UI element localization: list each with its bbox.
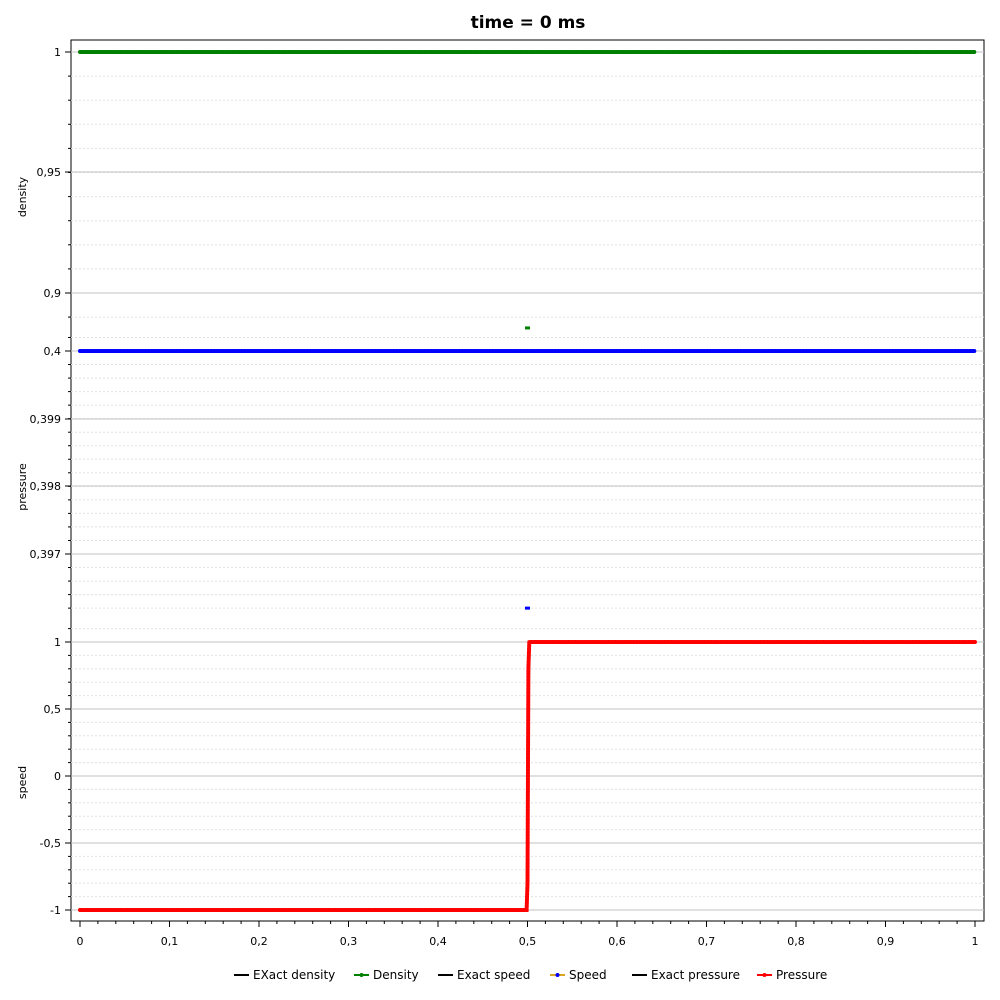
y-tick-label: 0,397: [30, 548, 62, 561]
legend-label: Exact speed: [457, 968, 530, 982]
x-tick-label: 1: [972, 935, 979, 948]
y-axis-label: speed: [16, 766, 29, 799]
y-tick-label: 1: [54, 636, 61, 649]
series-outlier-point: [525, 606, 530, 610]
y-axis-label: density: [16, 176, 29, 217]
x-tick-label: 0,5: [519, 935, 537, 948]
y-tick-label: 0,399: [30, 413, 62, 426]
y-tick-label: 0,398: [30, 480, 62, 493]
series-markers: [78, 640, 977, 912]
plot-area: 1 0,95 0,9 density 0,4 0,399 0,398 0,397 pressur…: [16, 39, 985, 948]
y-tick-label: -0,5: [40, 837, 61, 850]
y-tick-label: 0,5: [44, 703, 62, 716]
x-tick-label: 0,8: [787, 935, 805, 948]
legend: EXact density Density Exact speed Speed Exac…: [234, 968, 827, 982]
y-axis-label: pressure: [16, 463, 29, 511]
x-tick-label: 0,1: [161, 935, 179, 948]
legend-marker: [762, 973, 767, 977]
legend-label: Exact pressure: [651, 968, 740, 982]
series-point: [526, 667, 531, 671]
x-tick-label: 0,4: [429, 935, 447, 948]
legend-label: Speed: [569, 968, 607, 982]
legend-label: EXact density: [253, 968, 335, 982]
x-tick-label: 0,9: [877, 935, 895, 948]
y-tick-label: 1: [54, 46, 61, 59]
x-tick-label: 0,7: [698, 935, 716, 948]
y-tick-label: 0,9: [44, 287, 62, 300]
x-tick-label: 0,3: [340, 935, 358, 948]
x-tick-label: 0,2: [250, 935, 268, 948]
chart-title: time = 0 ms: [471, 13, 586, 33]
x-tick-label: 0: [77, 935, 84, 948]
y-tick-label: -1: [50, 904, 61, 917]
legend-label: Density: [373, 968, 419, 982]
x-tick-label: 0,6: [608, 935, 626, 948]
series-point: [525, 881, 530, 885]
y-tick-label: 0,95: [37, 166, 62, 179]
y-tick-label: 0,4: [44, 345, 62, 358]
legend-marker: [359, 973, 364, 977]
legend-label: Pressure: [776, 968, 827, 982]
legend-marker: [555, 973, 560, 977]
series-outlier-point: [525, 326, 530, 330]
y-tick-label: 0: [54, 770, 61, 783]
